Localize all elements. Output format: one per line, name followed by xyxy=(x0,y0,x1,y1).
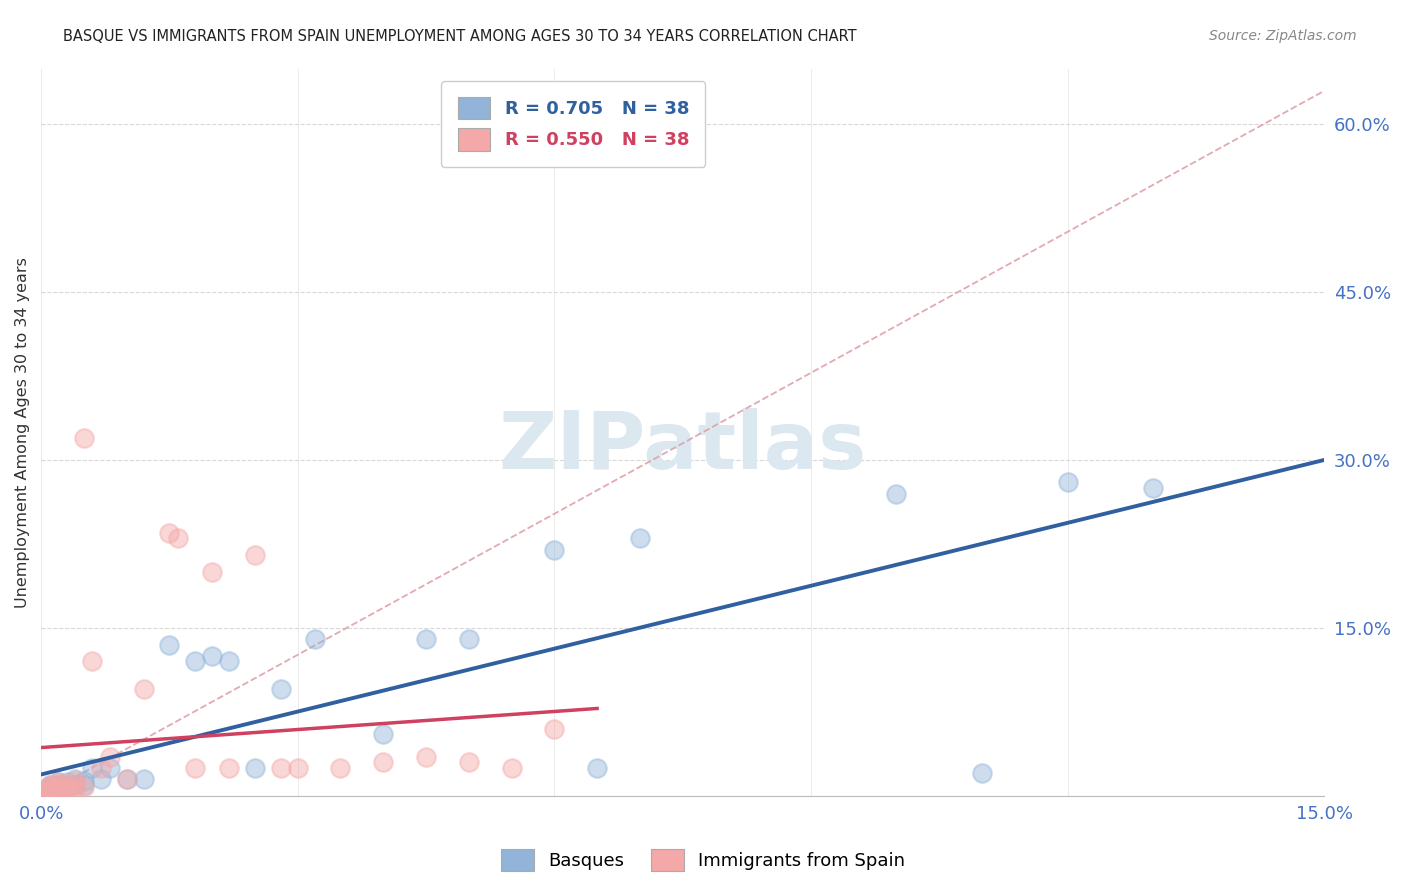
Point xyxy=(73,774,96,789)
Point xyxy=(304,632,326,647)
Point xyxy=(55,780,77,794)
Point xyxy=(30,785,52,799)
Point xyxy=(1142,481,1164,495)
Point xyxy=(55,778,77,792)
Point xyxy=(46,782,69,797)
Point xyxy=(501,761,523,775)
Point xyxy=(218,655,240,669)
Point xyxy=(98,749,121,764)
Point xyxy=(82,761,104,775)
Point xyxy=(38,778,60,792)
Y-axis label: Unemployment Among Ages 30 to 34 years: Unemployment Among Ages 30 to 34 years xyxy=(15,257,30,607)
Point xyxy=(132,772,155,786)
Point xyxy=(184,655,207,669)
Point xyxy=(157,525,180,540)
Point xyxy=(970,766,993,780)
Point xyxy=(243,761,266,775)
Point xyxy=(287,761,309,775)
Point xyxy=(329,761,352,775)
Point xyxy=(115,772,138,786)
Point xyxy=(46,784,69,798)
Point xyxy=(38,780,60,795)
Text: Source: ZipAtlas.com: Source: ZipAtlas.com xyxy=(1209,29,1357,43)
Point xyxy=(373,727,395,741)
Point xyxy=(543,722,565,736)
Point xyxy=(55,778,77,792)
Point xyxy=(38,782,60,797)
Legend: Basques, Immigrants from Spain: Basques, Immigrants from Spain xyxy=(494,842,912,879)
Point xyxy=(457,632,479,647)
Point xyxy=(55,783,77,797)
Point xyxy=(65,774,87,789)
Point xyxy=(46,775,69,789)
Point xyxy=(415,632,437,647)
Point xyxy=(543,542,565,557)
Point xyxy=(65,782,87,797)
Point xyxy=(157,638,180,652)
Point xyxy=(184,761,207,775)
Point xyxy=(38,780,60,794)
Point xyxy=(167,532,190,546)
Point xyxy=(55,780,77,794)
Point xyxy=(46,778,69,792)
Point xyxy=(46,775,69,789)
Point xyxy=(73,431,96,445)
Point xyxy=(46,782,69,797)
Text: BASQUE VS IMMIGRANTS FROM SPAIN UNEMPLOYMENT AMONG AGES 30 TO 34 YEARS CORRELATI: BASQUE VS IMMIGRANTS FROM SPAIN UNEMPLOY… xyxy=(63,29,856,44)
Point xyxy=(38,780,60,794)
Point xyxy=(38,783,60,797)
Point xyxy=(73,780,96,794)
Point xyxy=(373,755,395,769)
Point xyxy=(243,548,266,562)
Point xyxy=(90,761,112,775)
Point xyxy=(38,778,60,792)
Point xyxy=(65,778,87,792)
Point xyxy=(38,783,60,797)
Point xyxy=(82,655,104,669)
Point xyxy=(73,778,96,792)
Point xyxy=(46,780,69,794)
Point xyxy=(201,648,224,663)
Point xyxy=(218,761,240,775)
Point xyxy=(415,749,437,764)
Point xyxy=(201,565,224,579)
Point xyxy=(115,772,138,786)
Point xyxy=(586,761,609,775)
Point xyxy=(628,532,651,546)
Point xyxy=(132,682,155,697)
Point xyxy=(46,778,69,792)
Point xyxy=(886,486,908,500)
Point xyxy=(98,761,121,775)
Point xyxy=(457,755,479,769)
Point xyxy=(55,775,77,789)
Point xyxy=(1056,475,1078,490)
Point xyxy=(65,772,87,786)
Point xyxy=(270,682,292,697)
Point xyxy=(38,785,60,799)
Point xyxy=(46,780,69,794)
Point xyxy=(270,761,292,775)
Legend: R = 0.705   N = 38, R = 0.550   N = 38: R = 0.705 N = 38, R = 0.550 N = 38 xyxy=(441,81,706,167)
Point xyxy=(65,778,87,792)
Point xyxy=(30,784,52,798)
Text: ZIPatlas: ZIPatlas xyxy=(499,408,866,485)
Point xyxy=(90,772,112,786)
